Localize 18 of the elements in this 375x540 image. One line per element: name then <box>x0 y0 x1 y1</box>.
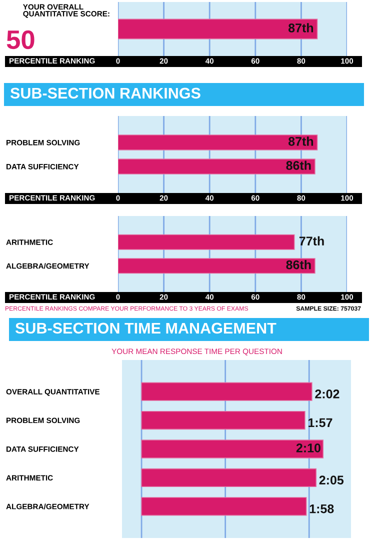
bar <box>141 410 306 430</box>
bar <box>141 497 307 516</box>
data-label: 77th <box>299 236 324 246</box>
bar <box>141 468 317 488</box>
data-label: 87th <box>288 136 314 146</box>
data-label: 2:10 <box>296 444 320 452</box>
data-label: 87th <box>288 23 314 32</box>
bar <box>141 382 312 401</box>
chart-title: SUB-SECTION RANKINGS <box>10 88 200 99</box>
data-label: 86th <box>286 260 311 270</box>
chart-title: SUB-SECTION TIME MANAGEMENT <box>15 322 276 334</box>
text: 50 <box>6 30 34 50</box>
data-label: 1:58 <box>310 504 334 514</box>
bar <box>141 440 324 458</box>
data-label: 2:05 <box>319 476 344 485</box>
data-label: 86th <box>286 160 311 170</box>
data-label: 2:02 <box>315 390 340 398</box>
data-label: 1:57 <box>308 418 332 428</box>
